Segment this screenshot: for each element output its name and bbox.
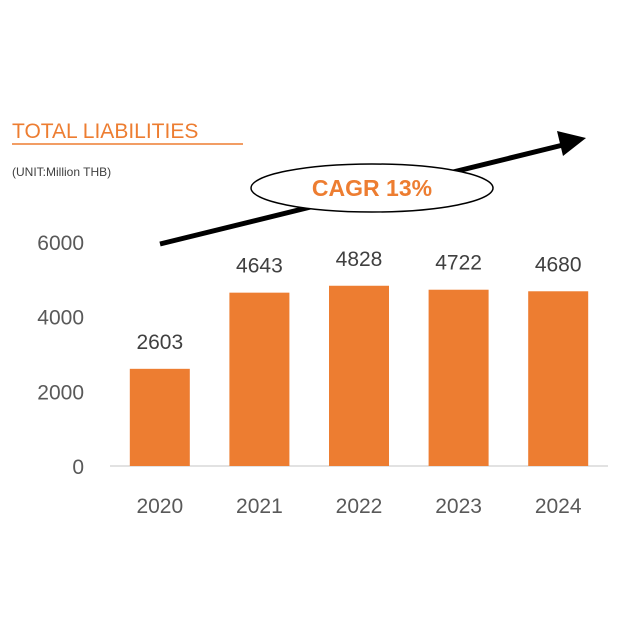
bar-2022	[329, 285, 389, 466]
cagr-label: CAGR 13%	[312, 175, 432, 201]
y-tick-label: 0	[72, 456, 84, 479]
y-tick-label: 2000	[37, 381, 84, 404]
data-label: 4722	[435, 252, 482, 275]
x-axis-ticks: 2020 2021 2022 2023 2024	[136, 495, 581, 518]
chart-title: TOTAL LIABILITIES	[12, 120, 198, 143]
bars	[129, 285, 589, 466]
bar-2024	[528, 291, 589, 466]
data-label: 4828	[336, 248, 383, 271]
cagr-callout: CAGR 13%	[250, 163, 494, 213]
y-tick-label: 6000	[37, 232, 84, 255]
bar-2020	[129, 368, 190, 466]
x-tick-label: 2022	[336, 495, 383, 518]
data-label: 4643	[236, 255, 283, 278]
x-tick-label: 2024	[535, 495, 582, 518]
cagr-ellipse	[250, 163, 494, 213]
trend-arrow-head	[557, 131, 586, 156]
unit-label: (UNIT:Million THB)	[12, 165, 111, 179]
data-label: 2603	[136, 331, 183, 354]
data-label: 4680	[535, 253, 582, 276]
bar-2021	[229, 292, 290, 466]
bar-2023	[428, 289, 489, 466]
x-tick-label: 2021	[236, 495, 283, 518]
data-labels: 2603 4643 4828 4722 4680	[136, 248, 581, 354]
y-axis-ticks: 0 2000 4000 6000	[37, 232, 84, 479]
x-tick-label: 2023	[435, 495, 482, 518]
x-tick-label: 2020	[136, 495, 183, 518]
y-tick-label: 4000	[37, 307, 84, 330]
